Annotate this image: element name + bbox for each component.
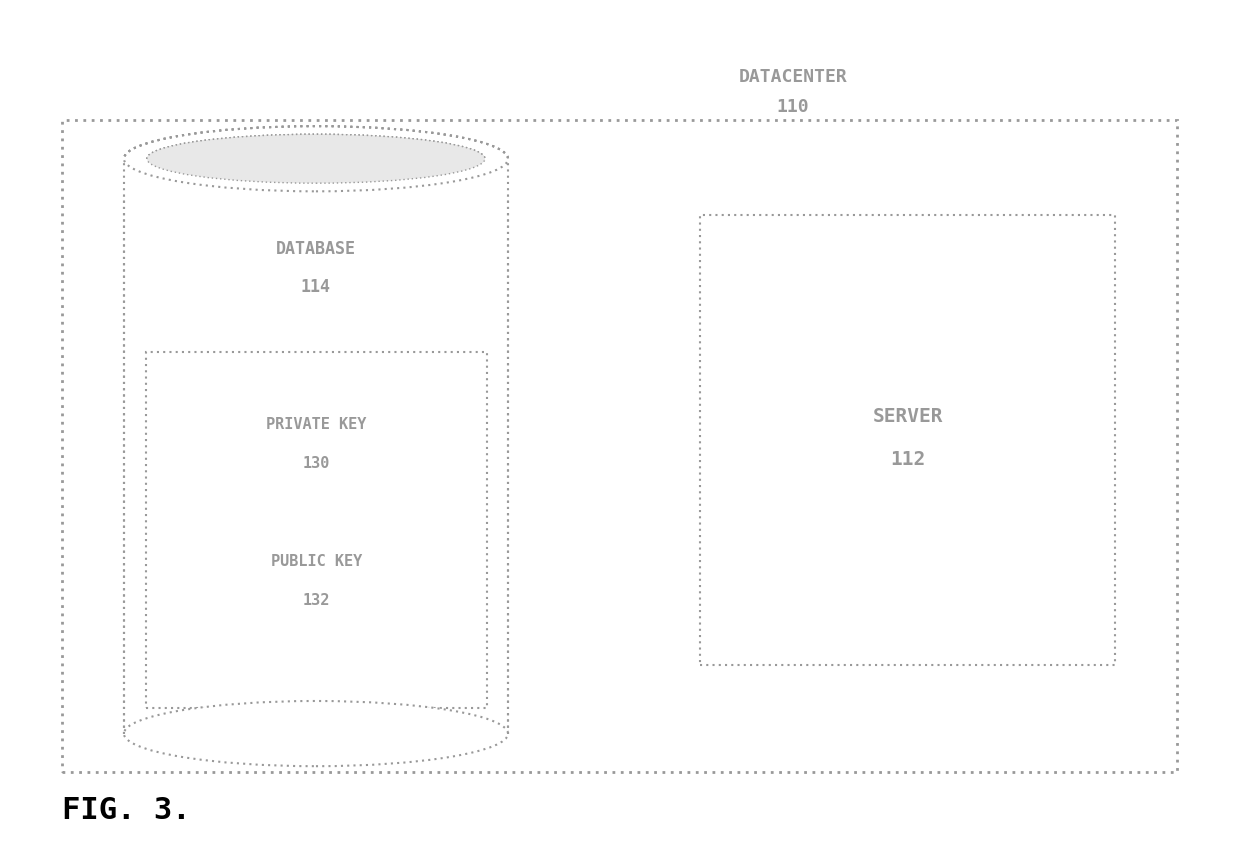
Ellipse shape [147, 135, 484, 184]
Bar [700, 214, 1115, 665]
Text: PUBLIC KEY: PUBLIC KEY [271, 554, 362, 570]
Text: 112: 112 [890, 450, 926, 468]
Ellipse shape [147, 135, 484, 184]
Bar [62, 120, 1177, 772]
Text: 114: 114 [301, 279, 331, 296]
Ellipse shape [147, 135, 484, 184]
Bar [99, 160, 533, 196]
Text: DATABASE: DATABASE [276, 240, 356, 257]
Text: SERVER: SERVER [872, 407, 943, 426]
Ellipse shape [124, 701, 508, 766]
Bar [146, 352, 487, 708]
Text: FIG. 3.: FIG. 3. [62, 796, 191, 825]
Text: 132: 132 [302, 593, 331, 608]
Bar [124, 159, 508, 734]
Text: 110: 110 [777, 99, 809, 116]
Text: DATACENTER: DATACENTER [738, 69, 847, 86]
Bar [112, 158, 520, 192]
Text: 130: 130 [302, 456, 331, 471]
Text: PRIVATE KEY: PRIVATE KEY [266, 417, 367, 432]
Ellipse shape [124, 126, 508, 191]
